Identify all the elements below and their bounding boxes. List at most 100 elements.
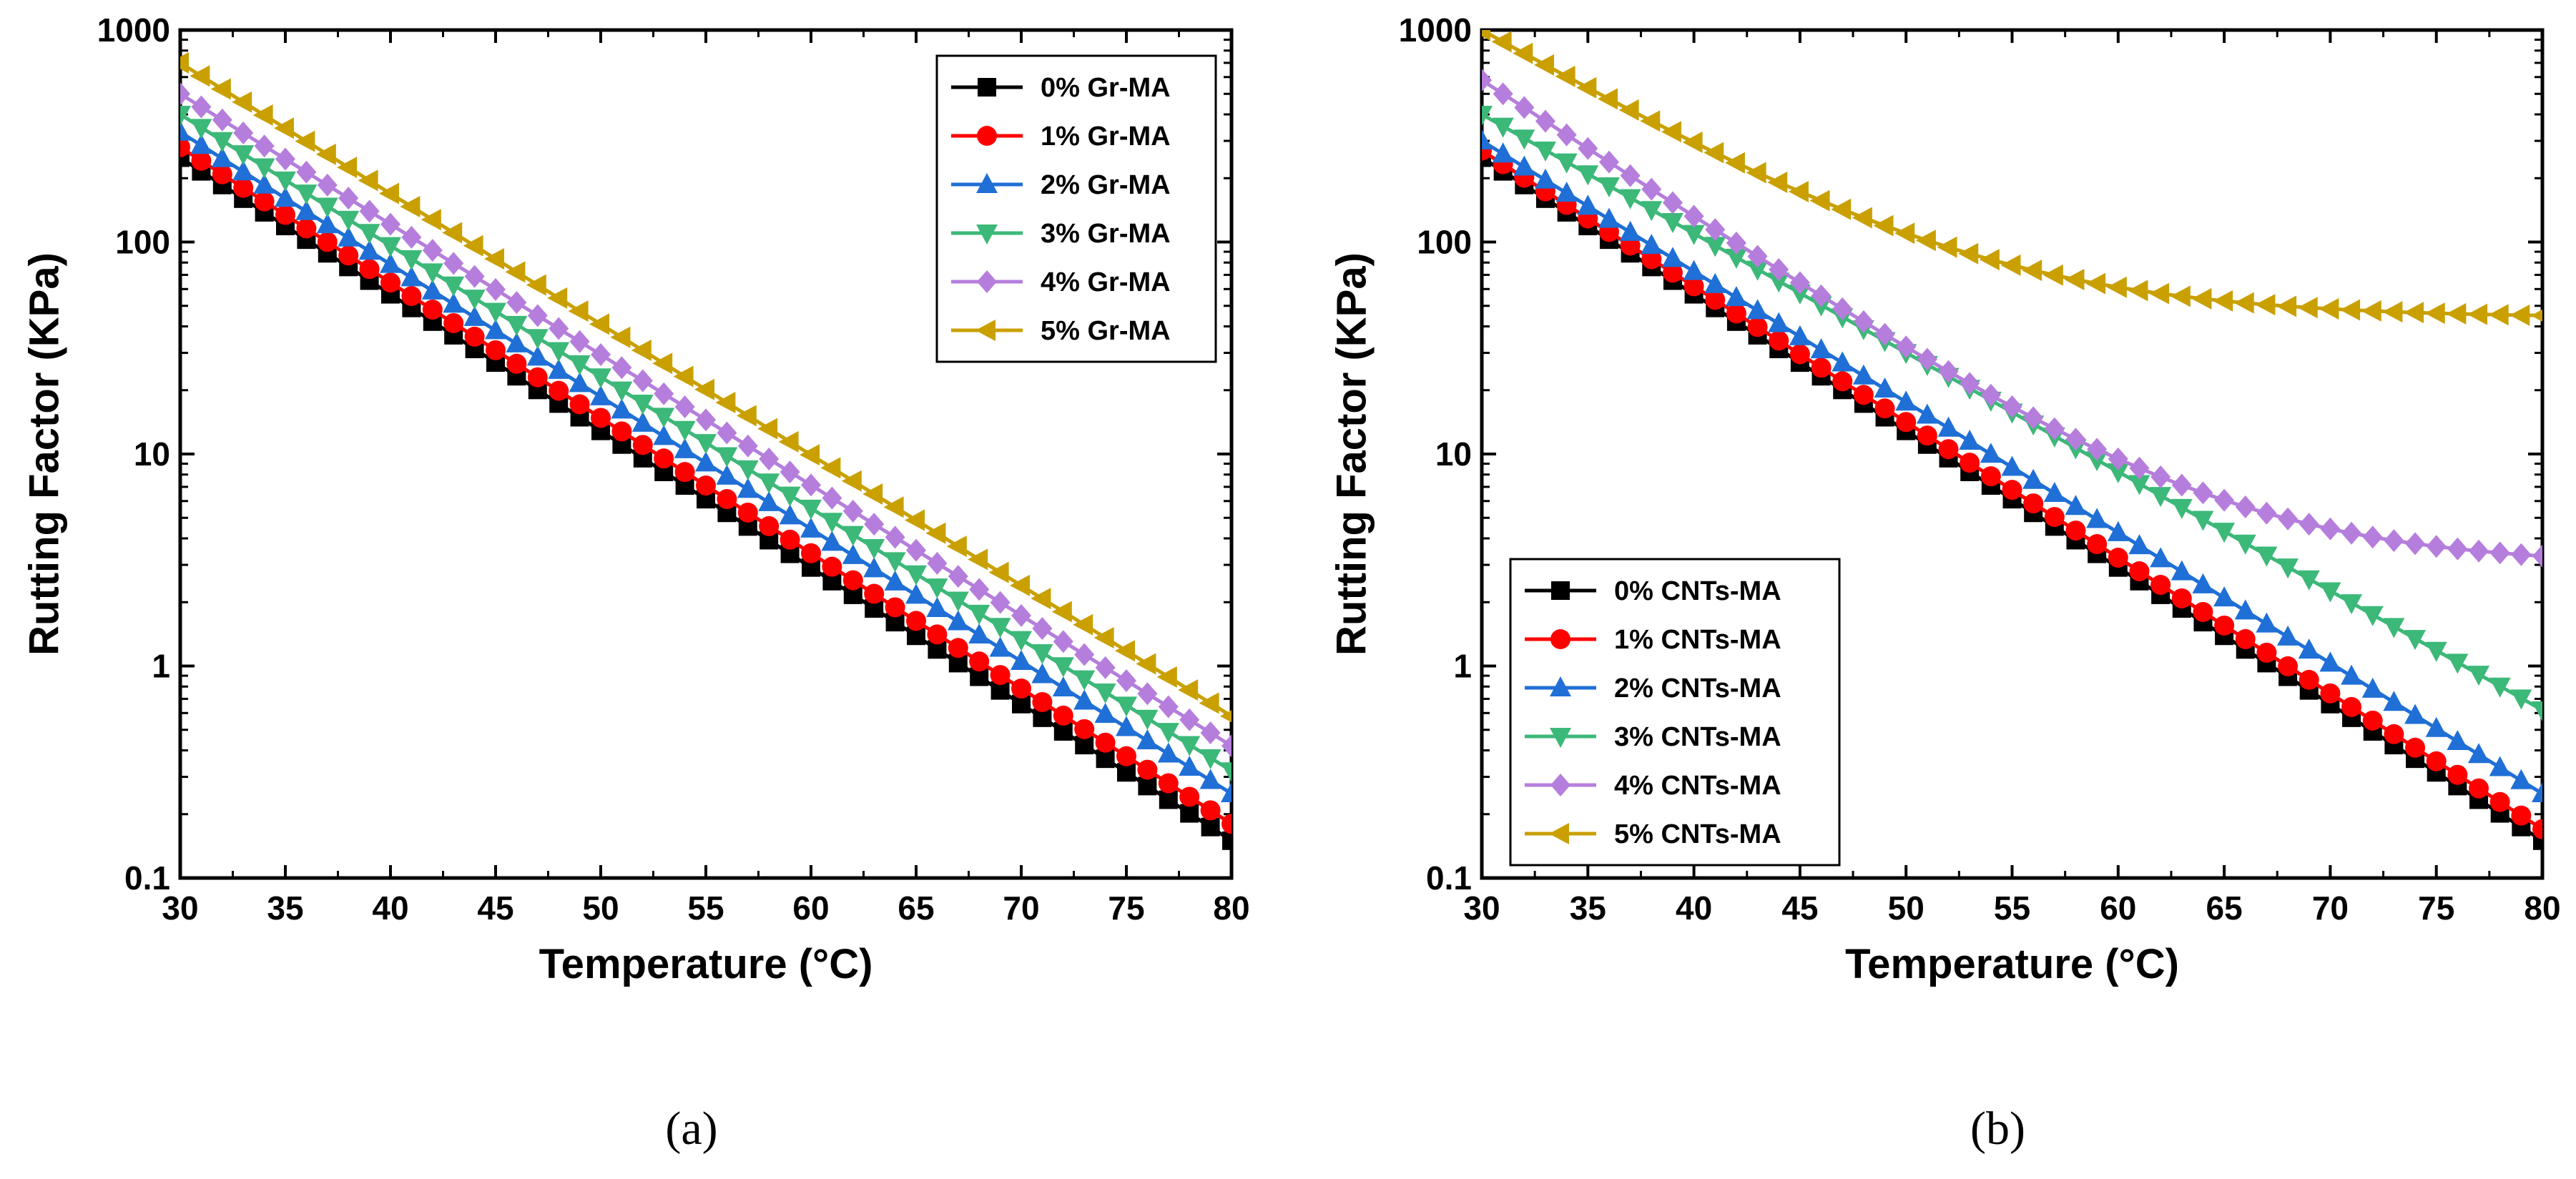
data-point (2086, 451, 2108, 472)
data-point (1937, 236, 1957, 258)
data-point (800, 499, 822, 520)
data-point (1180, 804, 1199, 823)
data-point (316, 213, 338, 234)
data-point (631, 411, 654, 432)
data-point (2023, 493, 2044, 514)
data-point (1179, 756, 1201, 776)
data-point (316, 197, 338, 218)
data-point (2192, 510, 2214, 531)
data-point (926, 578, 948, 599)
data-point (443, 252, 464, 275)
data-point (569, 394, 590, 415)
data-point (1641, 177, 1662, 201)
data-point (863, 557, 885, 578)
data-point (696, 475, 716, 496)
data-point (2425, 716, 2447, 737)
data-point (2171, 473, 2192, 497)
data-point (180, 120, 191, 141)
data-point (611, 381, 633, 402)
data-point (275, 204, 295, 225)
data-point (2383, 691, 2405, 711)
data-point (2341, 664, 2363, 685)
data-point (1832, 371, 1853, 392)
data-point (1220, 710, 1232, 723)
data-point (180, 82, 190, 106)
data-point (1051, 601, 1072, 623)
data-point (1598, 177, 1620, 197)
data-point (988, 561, 1009, 583)
data-point (2405, 737, 2426, 758)
data-point (253, 158, 275, 179)
data-point (1598, 207, 1620, 228)
data-point (948, 565, 968, 588)
data-point (884, 570, 906, 591)
data-point (1535, 109, 1555, 133)
data-point (2235, 495, 2256, 519)
data-point (969, 578, 990, 601)
data-point (2532, 782, 2542, 803)
data-point (717, 421, 737, 445)
data-point (484, 248, 504, 270)
data-point (1979, 249, 2000, 271)
series-4 (1482, 69, 2542, 568)
data-point (190, 65, 210, 87)
data-point (358, 169, 378, 192)
data-point (2150, 465, 2171, 488)
data-point (486, 277, 506, 301)
data-point (590, 368, 611, 389)
data-point (2213, 586, 2236, 607)
data-point (1768, 272, 1790, 293)
data-point (1492, 142, 1514, 163)
data-point (968, 623, 990, 643)
data-point (1116, 669, 1136, 693)
data-point (1201, 817, 1220, 837)
x-tick-label: 70 (2312, 889, 2349, 927)
data-point (632, 435, 653, 455)
data-point (1789, 344, 1810, 365)
data-point (674, 420, 696, 441)
data-point (317, 173, 338, 197)
data-point (338, 245, 359, 266)
data-point (2044, 417, 2065, 440)
data-point (485, 319, 506, 340)
data-point (652, 352, 673, 375)
data-point (2276, 295, 2297, 317)
data-point (2022, 260, 2042, 282)
y-tick-label: 0.1 (1426, 859, 1472, 897)
data-point (1556, 123, 1577, 147)
legend-entry: 2% Gr-MA (951, 170, 1171, 200)
data-point (1789, 271, 1810, 295)
data-point (296, 218, 317, 239)
data-point (2065, 495, 2087, 515)
data-point (380, 272, 400, 293)
data-point (1052, 676, 1074, 696)
data-point (926, 596, 948, 617)
data-point (2086, 508, 2108, 528)
data-point (1576, 77, 1597, 99)
x-tick-label: 75 (2418, 889, 2454, 927)
data-point (464, 326, 485, 347)
data-point (2384, 724, 2404, 744)
data-point (905, 565, 927, 586)
x-tick-label: 60 (2100, 889, 2136, 927)
x-axis-title: Temperature (°C) (1845, 941, 2179, 987)
data-point (191, 150, 212, 171)
data-point (1917, 347, 1937, 371)
data-point (2129, 561, 2150, 582)
data-point (2426, 751, 2447, 771)
data-point (1095, 732, 1116, 753)
y-tick-label: 0.1 (124, 859, 170, 897)
legend-entry: 4% Gr-MA (951, 267, 1171, 297)
data-point (927, 624, 948, 645)
data-point (822, 486, 842, 510)
data-point (1199, 749, 1221, 769)
data-point (2298, 570, 2320, 591)
data-point (1156, 666, 1177, 688)
data-point (380, 252, 401, 273)
data-point (233, 121, 254, 144)
data-point (1769, 330, 1789, 351)
data-point (442, 222, 463, 244)
data-point (1491, 31, 1512, 53)
data-point (1959, 430, 1981, 450)
data-point (232, 91, 252, 113)
